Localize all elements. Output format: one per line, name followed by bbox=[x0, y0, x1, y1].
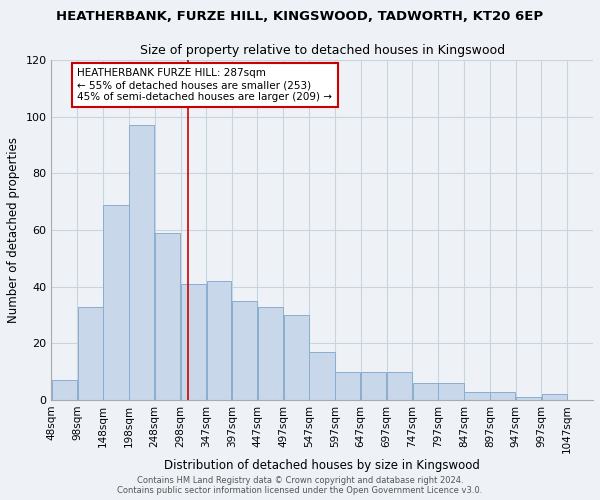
Bar bbox=[542, 394, 567, 400]
Bar bbox=[464, 392, 490, 400]
Bar bbox=[206, 281, 232, 400]
Bar bbox=[155, 233, 180, 400]
Text: Contains HM Land Registry data © Crown copyright and database right 2024.
Contai: Contains HM Land Registry data © Crown c… bbox=[118, 476, 482, 495]
Bar bbox=[335, 372, 361, 400]
Bar bbox=[413, 383, 438, 400]
Title: Size of property relative to detached houses in Kingswood: Size of property relative to detached ho… bbox=[140, 44, 505, 58]
Bar bbox=[439, 383, 464, 400]
Bar bbox=[387, 372, 412, 400]
Bar bbox=[361, 372, 386, 400]
Bar bbox=[310, 352, 335, 400]
Bar bbox=[52, 380, 77, 400]
Bar bbox=[490, 392, 515, 400]
Bar bbox=[77, 306, 103, 400]
Bar bbox=[516, 397, 541, 400]
Bar bbox=[181, 284, 206, 400]
Bar bbox=[258, 306, 283, 400]
Text: HEATHERBANK FURZE HILL: 287sqm
← 55% of detached houses are smaller (253)
45% of: HEATHERBANK FURZE HILL: 287sqm ← 55% of … bbox=[77, 68, 332, 102]
Bar bbox=[129, 125, 154, 400]
Bar bbox=[103, 204, 128, 400]
X-axis label: Distribution of detached houses by size in Kingswood: Distribution of detached houses by size … bbox=[164, 459, 480, 472]
Text: HEATHERBANK, FURZE HILL, KINGSWOOD, TADWORTH, KT20 6EP: HEATHERBANK, FURZE HILL, KINGSWOOD, TADW… bbox=[56, 10, 544, 23]
Y-axis label: Number of detached properties: Number of detached properties bbox=[7, 137, 20, 323]
Bar bbox=[284, 315, 309, 400]
Bar bbox=[232, 301, 257, 400]
